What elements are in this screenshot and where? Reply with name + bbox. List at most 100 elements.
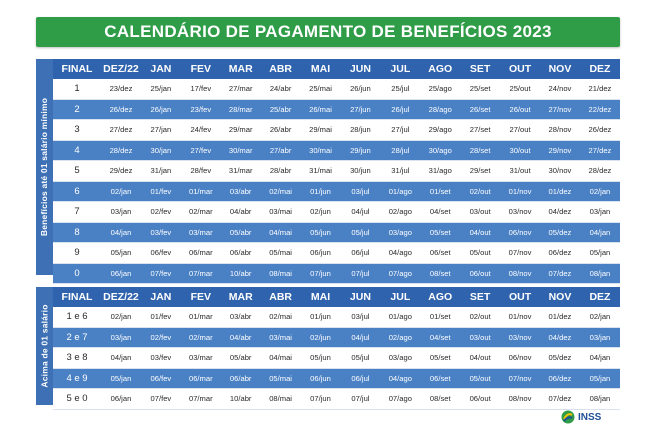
payment-date-cell: 05/jul bbox=[340, 347, 381, 369]
column-header-month: OUT bbox=[500, 287, 540, 307]
payment-date-cell: 08/mai bbox=[260, 263, 301, 284]
payment-date-cell: 31/mar bbox=[220, 160, 261, 182]
column-header-month: SET bbox=[460, 59, 501, 79]
payment-date-cell: 21/dez bbox=[579, 79, 620, 100]
payment-date-cell: 04/mai bbox=[260, 222, 301, 243]
table-row: 1 23/dez 25/jan 17/fev 27/mar 24/abr 25/mai 26/… bbox=[53, 79, 620, 100]
payment-date-cell: 04/dez bbox=[540, 201, 580, 223]
column-header-month: NOV bbox=[540, 59, 580, 79]
payment-date-cell: 27/mar bbox=[220, 79, 261, 100]
payment-date-cell: 28/abr bbox=[260, 160, 301, 182]
payment-date-cell: 06/jul bbox=[340, 368, 381, 389]
payment-date-cell: 07/mar bbox=[180, 263, 221, 284]
payment-date-cell: 26/out bbox=[500, 99, 540, 120]
payment-date-cell: 28/dez bbox=[101, 140, 141, 161]
section-side-label: Acima de 01 salário bbox=[36, 287, 53, 405]
table-row: 4 e 9 05/jan 06/fev 06/mar 06/abr 05/mai 06/ju… bbox=[53, 368, 620, 389]
final-digit-cell: 2 bbox=[53, 99, 102, 120]
payment-date-cell: 01/nov bbox=[500, 307, 540, 328]
payment-date-cell: 06/jul bbox=[340, 242, 381, 264]
payment-date-cell: 03/ago bbox=[380, 347, 421, 369]
payment-date-cell: 23/dez bbox=[101, 79, 141, 100]
payment-date-cell: 30/out bbox=[500, 140, 540, 161]
payment-date-cell: 25/mai bbox=[300, 79, 341, 100]
payment-date-cell: 02/out bbox=[460, 181, 501, 202]
payment-date-cell: 29/mar bbox=[220, 119, 261, 141]
column-header-month: MAR bbox=[220, 287, 261, 307]
payment-date-cell: 30/nov bbox=[540, 160, 580, 182]
column-header-final: FINAL bbox=[53, 287, 102, 307]
column-header-month: OUT bbox=[500, 59, 540, 79]
payment-date-cell: 05/jan bbox=[579, 242, 620, 264]
payment-date-cell: 07/jun bbox=[300, 388, 341, 410]
payment-date-cell: 01/ago bbox=[380, 307, 421, 328]
payment-date-cell: 04/ago bbox=[380, 368, 421, 389]
payment-date-cell: 03/fev bbox=[140, 347, 181, 369]
payment-date-cell: 08/mai bbox=[260, 388, 301, 410]
payment-date-cell: 22/dez bbox=[579, 99, 620, 120]
payment-date-cell: 29/set bbox=[460, 160, 501, 182]
column-header-month: AGO bbox=[420, 59, 461, 79]
inss-logo-text: INSS bbox=[578, 411, 602, 423]
final-digit-cell: 2 e 7 bbox=[53, 327, 102, 348]
payment-date-cell: 06/abr bbox=[220, 242, 261, 264]
payment-date-cell: 08/set bbox=[420, 388, 461, 410]
payment-date-cell: 04/jan bbox=[101, 347, 141, 369]
table-body: 1 e 6 02/jan 01/fev 01/mar 03/abr 02/mai 01/ju… bbox=[53, 307, 620, 410]
payment-date-cell: 06/fev bbox=[140, 368, 181, 389]
column-header-month: DEZ/22 bbox=[101, 59, 141, 79]
payment-date-cell: 03/jan bbox=[579, 201, 620, 223]
final-digit-cell: 9 bbox=[53, 242, 102, 264]
payment-date-cell: 04/jul bbox=[340, 327, 381, 348]
payment-date-cell: 06/jun bbox=[300, 242, 341, 264]
final-digit-cell: 3 bbox=[53, 119, 102, 141]
payment-date-cell: 05/jan bbox=[101, 242, 141, 264]
payment-date-cell: 05/out bbox=[460, 368, 501, 389]
payment-date-cell: 06/dez bbox=[540, 368, 580, 389]
payment-date-cell: 28/dez bbox=[579, 160, 620, 182]
payment-date-cell: 05/jul bbox=[340, 222, 381, 243]
inss-logo-icon bbox=[561, 410, 575, 424]
payment-date-cell: 27/fev bbox=[180, 140, 221, 161]
payment-date-cell: 29/mai bbox=[300, 119, 341, 141]
payment-date-cell: 02/ago bbox=[380, 201, 421, 223]
payment-date-cell: 25/set bbox=[460, 79, 501, 100]
payment-date-cell: 02/fev bbox=[140, 201, 181, 223]
payment-date-cell: 02/mai bbox=[260, 181, 301, 202]
column-header-month: ABR bbox=[260, 59, 301, 79]
payment-date-cell: 27/jul bbox=[380, 119, 421, 141]
payment-date-cell: 30/mar bbox=[220, 140, 261, 161]
payment-date-cell: 07/fev bbox=[140, 263, 181, 284]
payment-date-cell: 03/mar bbox=[180, 347, 221, 369]
payment-date-cell: 27/abr bbox=[260, 140, 301, 161]
payment-date-cell: 03/jul bbox=[340, 307, 381, 328]
payment-date-cell: 02/jan bbox=[579, 307, 620, 328]
table-body: 1 23/dez 25/jan 17/fev 27/mar 24/abr 25/mai 26/… bbox=[53, 79, 620, 284]
payment-date-cell: 03/out bbox=[460, 201, 501, 223]
payment-date-cell: 25/abr bbox=[260, 99, 301, 120]
payment-date-cell: 01/mar bbox=[180, 181, 221, 202]
payment-date-cell: 06/jan bbox=[101, 388, 141, 410]
table-row: 3 e 8 04/jan 03/fev 03/mar 05/abr 04/mai 05/ju… bbox=[53, 347, 620, 369]
table-row: 4 28/dez 30/jan 27/fev 30/mar 27/abr 30/mai 29/… bbox=[53, 140, 620, 161]
payment-date-cell: 06/set bbox=[420, 368, 461, 389]
section-acima-um-salario: Acima de 01 salário FINAL DEZ/22 JAN FEV MAR… bbox=[36, 287, 620, 410]
payment-date-cell: 26/jul bbox=[380, 99, 421, 120]
payment-date-cell: 04/jan bbox=[579, 347, 620, 369]
payment-date-cell: 29/ago bbox=[420, 119, 461, 141]
payment-date-cell: 26/jun bbox=[340, 79, 381, 100]
payment-date-cell: 02/mar bbox=[180, 201, 221, 223]
payment-date-cell: 27/jan bbox=[140, 119, 181, 141]
payment-date-cell: 07/jul bbox=[340, 263, 381, 284]
payment-date-cell: 05/jun bbox=[300, 347, 341, 369]
payment-date-cell: 06/mar bbox=[180, 242, 221, 264]
table-row: 2 26/dez 26/jan 23/fev 28/mar 25/abr 26/mai 27/… bbox=[53, 99, 620, 120]
payment-date-cell: 05/jan bbox=[101, 368, 141, 389]
payment-date-cell: 30/jan bbox=[140, 140, 181, 161]
payment-date-cell: 28/nov bbox=[540, 119, 580, 141]
payment-date-cell: 02/jun bbox=[300, 201, 341, 223]
payment-date-cell: 28/jul bbox=[380, 140, 421, 161]
payment-date-cell: 03/ago bbox=[380, 222, 421, 243]
payment-date-cell: 07/fev bbox=[140, 388, 181, 410]
payment-date-cell: 07/ago bbox=[380, 263, 421, 284]
